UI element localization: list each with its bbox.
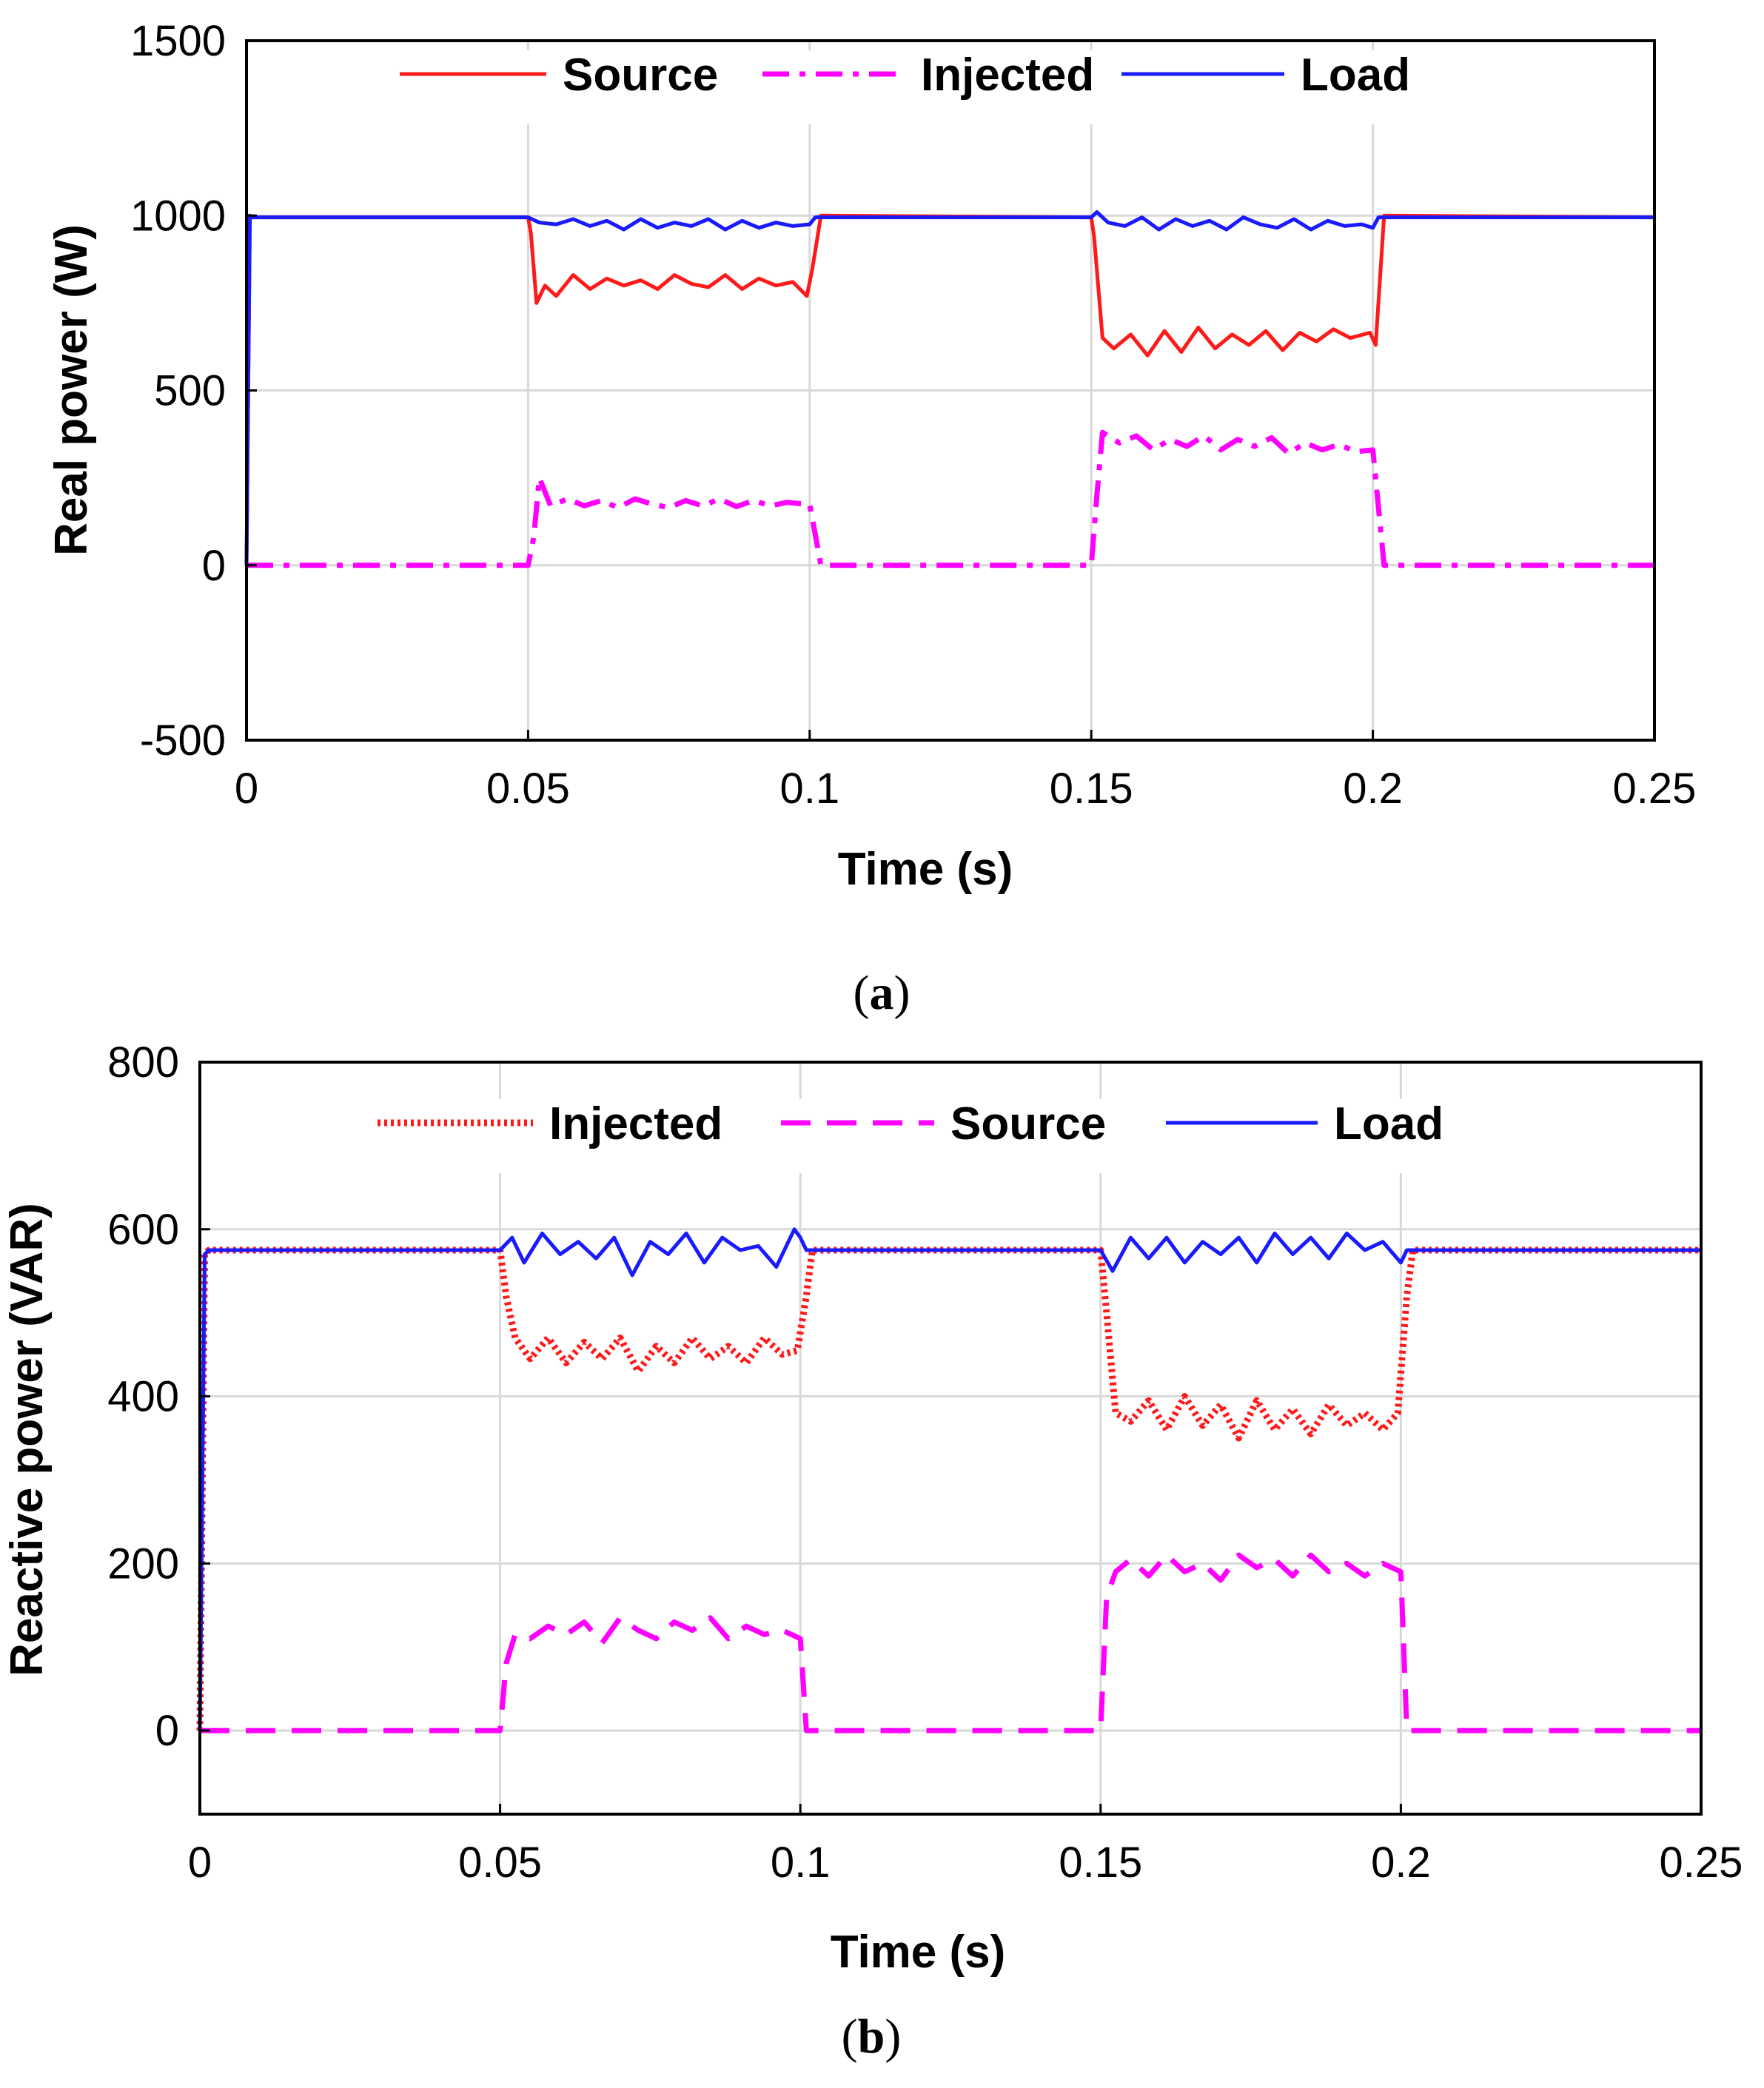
y-tick-label-b-4: 800 [107,1038,179,1087]
caption-b: (b) [842,2010,902,2064]
y-tick-label-b-0: 0 [155,1707,179,1755]
x-axis-label-b: Time (s) [831,1927,1006,1978]
x-tick-label-b-4: 0.2 [1371,1839,1431,1887]
x-axis-label-a: Time (s) [838,844,1013,895]
data-lines-a [244,210,1655,568]
legend-label-a-injected: Injected [921,50,1094,101]
y-tick-label-b-3: 600 [107,1206,179,1254]
x-tick-label-a-3: 0.15 [1050,765,1133,813]
y-tick-label-a-1: 0 [202,542,226,590]
caption-a: (a) [854,966,910,1020]
y-axis-label-b: Reactive power (VAR) [1,1203,53,1676]
x-tick-label-b-5: 0.25 [1660,1839,1743,1887]
caption-a-open: ( [854,966,870,1020]
y-axis-label-a: Real power (W) [46,224,97,556]
y-tick-label-b-1: 200 [107,1540,179,1588]
panel-b-reactive-power: 0 0.05 0.1 0.15 0.2 0.25 0 200 400 600 800 Injecte… [1,1038,1743,2064]
series-line-b-load [198,1227,1701,1731]
plot-area-b [200,1062,1701,1814]
y-tick-label-a-2: 500 [154,367,226,415]
data-lines-b [196,1227,1701,1733]
y-tick-label-b-2: 400 [107,1373,179,1421]
legend-label-b-injected: Injected [549,1098,722,1149]
x-tick-label-a-4: 0.2 [1343,765,1403,813]
x-tick-label-a-1: 0.05 [486,765,570,813]
legend-b: Injected Source Load [378,1098,1443,1149]
axes-frame-b [198,1061,1703,1816]
series-line-b-source [200,1552,1701,1733]
legend-box-b [370,1099,1480,1173]
legend-a: Source Injected Load [400,50,1410,101]
y-tick-label-a-0: -500 [140,716,226,765]
x-tick-label-a-5: 0.25 [1613,765,1697,813]
x-tick-label-a-2: 0.1 [779,765,839,813]
x-tick-label-b-3: 0.15 [1059,1839,1142,1887]
legend-label-b-load: Load [1334,1098,1443,1149]
series-line-a-source [244,213,1655,565]
x-tick-label-b-1: 0.05 [458,1839,542,1887]
caption-a-close: ) [894,966,910,1020]
caption-b-open: ( [842,2010,858,2064]
caption-b-close: ) [885,2010,901,2064]
x-tick-label-b-0: 0 [188,1839,212,1887]
y-tick-label-a-3: 1000 [130,192,226,240]
caption-b-letter: b [858,2010,885,2064]
series-line-b-injected [196,1246,1701,1731]
legend-label-b-source: Source [950,1098,1106,1149]
x-tick-label-b-2: 0.1 [771,1839,831,1887]
series-line-a-load [244,210,1654,565]
ticks-b: 0 0.05 0.1 0.15 0.2 0.25 0 200 400 600 800 [107,1038,1743,1887]
legend-box-a [392,50,1443,124]
y-tick-label-a-4: 1500 [130,17,226,65]
caption-a-letter: a [870,966,894,1020]
legend-label-a-load: Load [1301,50,1410,101]
x-tick-label-a-0: 0 [235,765,258,813]
legend-label-a-source: Source [563,50,718,101]
